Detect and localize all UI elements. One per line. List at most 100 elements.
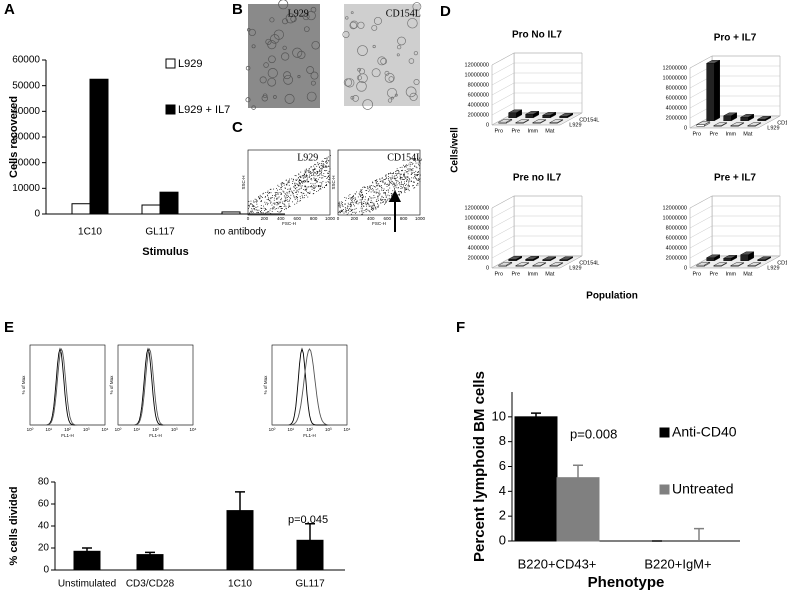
flow-dot xyxy=(312,174,314,176)
histogram-curve xyxy=(118,347,193,426)
flow-dot xyxy=(373,204,375,206)
flow-dot xyxy=(371,205,373,207)
flow-dot xyxy=(416,184,417,186)
flow-dot xyxy=(288,188,290,190)
flow-dot xyxy=(326,163,328,164)
x-tick-label: Imm xyxy=(725,271,736,277)
flow-dot xyxy=(319,188,321,190)
flow-dot xyxy=(408,168,410,170)
flow-dot xyxy=(404,192,406,193)
flow-dot xyxy=(393,183,395,185)
flow-dot xyxy=(272,207,274,209)
flow-dot xyxy=(306,175,307,177)
flow-dot xyxy=(307,178,308,180)
flow-dot xyxy=(364,209,366,211)
flow-dot xyxy=(270,202,271,204)
flow-dot xyxy=(383,192,384,194)
flow-dot xyxy=(400,179,402,181)
bar-side xyxy=(567,112,573,119)
x-tick-label: Pro xyxy=(495,271,504,277)
flow-dot xyxy=(359,199,361,201)
flow-dot xyxy=(368,199,370,201)
flow-dot xyxy=(389,198,391,200)
flow-dot xyxy=(321,163,322,164)
flow-dot xyxy=(338,204,340,206)
flow-dot xyxy=(313,177,315,179)
flow-dot xyxy=(303,177,305,179)
flow-dot xyxy=(418,165,420,167)
flow-dot xyxy=(327,177,329,178)
flow-dot xyxy=(360,210,362,212)
flow-dot xyxy=(366,208,368,210)
flow-dot xyxy=(385,195,387,197)
flow-dot xyxy=(407,173,409,175)
flow-dot xyxy=(383,201,385,203)
flow-dot xyxy=(344,196,346,198)
flow-dot xyxy=(391,183,393,184)
histogram-curve xyxy=(118,347,193,426)
flow-dot xyxy=(341,204,343,205)
flow-dot xyxy=(321,172,322,173)
flow-dot xyxy=(388,184,390,185)
flow-dot xyxy=(407,183,409,185)
flow-dot xyxy=(248,201,250,202)
bar-front xyxy=(696,124,705,127)
flow-dot xyxy=(385,197,387,198)
flow-dot xyxy=(349,194,351,195)
flow-dot xyxy=(371,206,372,208)
flow-dot xyxy=(378,183,380,185)
flow-dot xyxy=(293,178,294,180)
flow-dot xyxy=(412,185,414,186)
flow-dot xyxy=(313,165,315,167)
flow-dot xyxy=(361,203,363,205)
cell-texture xyxy=(297,50,306,59)
flow-dot xyxy=(314,175,316,177)
flow-dot xyxy=(390,172,391,174)
flow-dot xyxy=(307,170,309,172)
grid-line xyxy=(491,215,582,229)
bar xyxy=(740,113,754,122)
flow-dot xyxy=(306,187,308,189)
flow-dot xyxy=(295,175,297,177)
flow-dot xyxy=(287,196,288,198)
flow-dot xyxy=(361,213,363,215)
flow-dot xyxy=(309,174,311,176)
flow-dot xyxy=(372,207,374,209)
micrograph-label: L929 xyxy=(288,8,309,19)
flow-dot xyxy=(268,198,270,200)
flow-dot xyxy=(280,199,282,201)
flow-dot xyxy=(302,181,304,183)
flow-dot xyxy=(318,185,320,187)
flow-dot xyxy=(287,194,289,196)
flow-dot xyxy=(350,198,352,200)
flow-dot xyxy=(251,203,252,205)
cell-texture xyxy=(262,93,268,99)
y-tick-label: 0 xyxy=(486,265,489,271)
flow-dot xyxy=(270,197,272,199)
flow-dot xyxy=(288,184,290,186)
cell-texture xyxy=(282,45,287,50)
cell-texture xyxy=(283,74,293,85)
flow-dot xyxy=(347,207,348,209)
flow-dot xyxy=(417,174,418,176)
flow-dot xyxy=(293,186,295,188)
flow-tick: 200 xyxy=(351,216,359,221)
flow-dot xyxy=(312,193,314,195)
flow-dot xyxy=(405,189,407,191)
flow-dot xyxy=(275,208,277,209)
flow-dot xyxy=(409,161,411,163)
y-tick-label: 12000000 xyxy=(465,62,489,68)
flow-dot xyxy=(391,193,393,195)
flow-dot xyxy=(415,160,417,162)
flow-dot xyxy=(309,168,310,170)
flow-dot xyxy=(260,205,262,206)
flow-dot xyxy=(320,167,322,169)
flow-dot xyxy=(302,175,304,177)
flow-dot xyxy=(304,185,306,187)
flow-dot xyxy=(355,193,356,195)
flow-dot xyxy=(319,177,321,178)
flow-dot xyxy=(306,168,307,170)
error-bar xyxy=(694,527,704,541)
bar xyxy=(730,262,745,267)
